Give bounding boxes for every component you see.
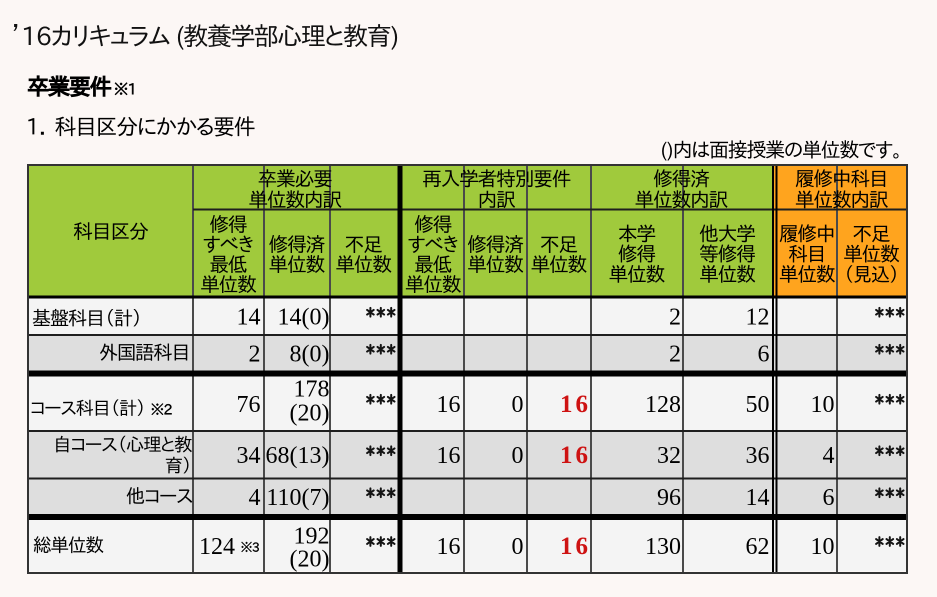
svg-text:192: 192	[294, 524, 330, 550]
svg-text:4: 4	[249, 485, 261, 511]
svg-text:2: 2	[669, 304, 681, 330]
svg-text:0: 0	[512, 392, 524, 418]
svg-text:36: 36	[746, 443, 770, 469]
svg-text:16: 16	[560, 442, 591, 469]
svg-text:62: 62	[746, 534, 770, 560]
svg-text:110(7): 110(7)	[266, 485, 329, 511]
svg-text:76: 76	[237, 392, 261, 418]
svg-text:32: 32	[657, 443, 681, 469]
svg-text:0: 0	[512, 534, 524, 560]
svg-text:128: 128	[645, 392, 681, 418]
svg-text:(20): (20)	[290, 547, 330, 573]
svg-text:4: 4	[823, 443, 835, 469]
svg-text:16: 16	[437, 392, 461, 418]
svg-text:14: 14	[237, 304, 261, 330]
svg-text:2: 2	[249, 341, 261, 367]
svg-text:0: 0	[512, 443, 524, 469]
svg-text:(20): (20)	[290, 401, 330, 427]
svg-text:16: 16	[437, 534, 461, 560]
svg-text:124: 124	[199, 534, 235, 560]
svg-text:16: 16	[560, 391, 591, 418]
svg-text:2: 2	[669, 341, 681, 367]
svg-text:68(13): 68(13)	[266, 443, 330, 469]
svg-text:10: 10	[811, 534, 835, 560]
svg-text:6: 6	[823, 485, 835, 511]
svg-text:34: 34	[237, 443, 261, 469]
svg-text:50: 50	[746, 392, 770, 418]
svg-text:14(0): 14(0)	[278, 304, 330, 330]
svg-text:8(0): 8(0)	[290, 341, 330, 367]
svg-text:12: 12	[746, 304, 770, 330]
svg-text:130: 130	[645, 534, 681, 560]
svg-text:10: 10	[811, 392, 835, 418]
svg-text:96: 96	[657, 485, 681, 511]
svg-text:6: 6	[758, 341, 770, 367]
svg-text:14: 14	[746, 485, 770, 511]
svg-text:178: 178	[294, 377, 330, 403]
svg-text:16: 16	[437, 443, 461, 469]
svg-text:16: 16	[560, 533, 591, 560]
